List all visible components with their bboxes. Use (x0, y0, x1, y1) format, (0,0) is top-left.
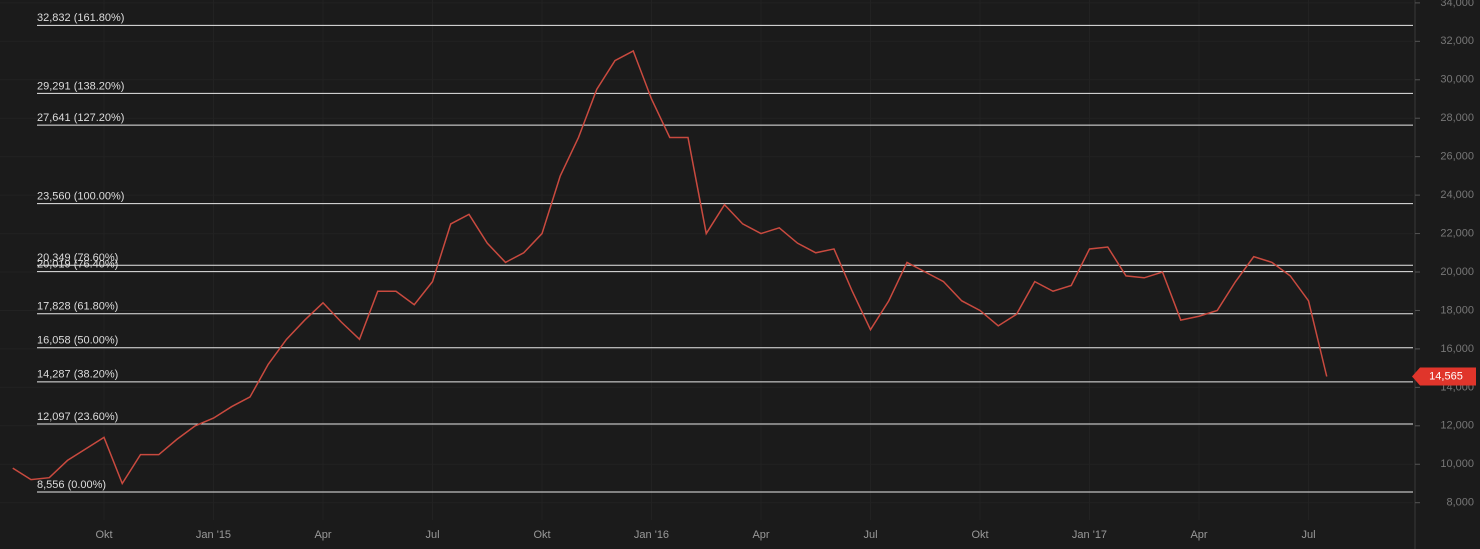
y-tick-label: 20,000 (1440, 266, 1474, 278)
y-tick-label: 10,000 (1440, 458, 1474, 470)
x-tick-label: Jul (1301, 529, 1315, 541)
x-tick-label: Jan '15 (196, 529, 231, 541)
y-tick-label: 16,000 (1440, 343, 1474, 355)
fib-label: 20,349 (78.60%) (37, 252, 118, 264)
fib-label: 23,560 (100.00%) (37, 190, 124, 202)
fib-label: 12,097 (23.60%) (37, 411, 118, 423)
fib-label: 16,058 (50.00%) (37, 335, 118, 347)
last-price-label: 14,565 (1429, 370, 1463, 382)
y-tick-label: 32,000 (1440, 35, 1474, 47)
y-tick-label: 8,000 (1446, 497, 1474, 509)
last-price-badge (1412, 367, 1476, 386)
x-tick-label: Jul (425, 529, 439, 541)
fib-label: 17,828 (61.80%) (37, 301, 118, 313)
fib-label: 20,019 (76.40%) (37, 259, 118, 271)
fib-label: 27,641 (127.20%) (37, 112, 124, 124)
y-tick-label: 24,000 (1440, 189, 1474, 201)
y-tick-label: 22,000 (1440, 227, 1474, 239)
x-tick-label: Jan '17 (1072, 529, 1107, 541)
y-tick-label: 18,000 (1440, 304, 1474, 316)
x-tick-label: Apr (752, 529, 769, 541)
y-tick-label: 26,000 (1440, 151, 1474, 163)
y-tick-label: 12,000 (1440, 420, 1474, 432)
price-line (12, 49, 1328, 486)
fib-label: 14,287 (38.20%) (37, 369, 118, 381)
x-tick-label: Okt (95, 529, 112, 541)
x-tick-label: Okt (533, 529, 550, 541)
x-tick-label: Jan '16 (634, 529, 669, 541)
y-tick-label: 28,000 (1440, 112, 1474, 124)
y-tick-label: 34,000 (1440, 0, 1474, 9)
fib-label: 29,291 (138.20%) (37, 80, 124, 92)
x-tick-label: Okt (971, 529, 988, 541)
x-tick-label: Apr (1190, 529, 1207, 541)
x-tick-label: Jul (863, 529, 877, 541)
y-tick-label: 30,000 (1440, 74, 1474, 86)
fib-label: 8,556 (0.00%) (37, 479, 106, 491)
x-tick-label: Apr (314, 529, 331, 541)
fib-label: 32,832 (161.80%) (37, 12, 124, 24)
